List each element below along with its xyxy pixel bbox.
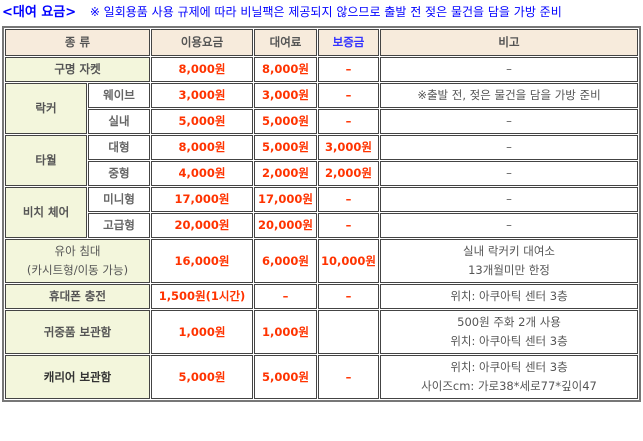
page-title: <대여 요금> — [2, 5, 77, 20]
rental-cell: 1,000원 — [254, 310, 318, 354]
note-line: 위치: 아쿠아틱 센터 3층 — [450, 334, 568, 348]
deposit-cell: – — [318, 83, 380, 108]
category-cell: 귀중품 보관함 — [5, 310, 151, 354]
fee-cell: 1,500원(1시간) — [151, 284, 254, 309]
deposit-cell: – — [318, 284, 380, 309]
table-row: 락커 웨이브 3,000원 3,000원 – ※출발 전, 젖은 물건을 담을 … — [5, 83, 638, 134]
note-line: 사이즈cm: 가로38*세로77*깊이47 — [421, 379, 597, 393]
note-cell: – — [380, 213, 638, 238]
table-row: 비치 체어 미니형 17,000원 17,000원 – – — [5, 187, 638, 238]
rental-cell: 5,000원 — [254, 109, 318, 134]
note-line: 500원 주화 2개 사용 — [457, 315, 561, 329]
rental-cell: 20,000원 — [254, 213, 318, 238]
note-cell: – — [380, 187, 638, 212]
category-detail: (카시트형/이동 가능) — [26, 263, 129, 277]
deposit-cell: 2,000원 — [318, 161, 380, 186]
note-cell: ※출발 전, 젖은 물건을 담을 가방 준비 — [380, 83, 638, 108]
header-fee: 이용요금 — [151, 29, 254, 56]
rental-cell: 5,000원 — [254, 135, 318, 160]
category-cell: 락커 — [5, 83, 87, 134]
deposit-cell: – — [318, 187, 380, 212]
fee-cell: 8,000원 — [151, 57, 254, 82]
rental-cell: 6,000원 — [254, 239, 318, 283]
rental-cell: 8,000원 — [254, 57, 318, 82]
header-rental: 대여료 — [254, 29, 318, 56]
category-cell: 유아 침대 (카시트형/이동 가능) — [5, 239, 151, 283]
note-cell: 위치: 아쿠아틱 센터 3층 — [380, 284, 638, 309]
table-row: 고급형 20,000원 20,000원 – – — [5, 213, 638, 238]
subcategory-cell: 웨이브 — [88, 83, 151, 108]
category-cell: 비치 체어 — [5, 187, 87, 238]
fee-cell: 4,000원 — [151, 161, 254, 186]
table-row: 중형 4,000원 2,000원 2,000원 – — [5, 161, 638, 186]
header-type: 종 류 — [5, 29, 151, 56]
table-row: 유아 침대 (카시트형/이동 가능) 16,000원 6,000원 10,000… — [5, 239, 638, 283]
subcategory-cell: 중형 — [88, 161, 151, 186]
table-row: 휴대폰 충전 1,500원(1시간) – – 위치: 아쿠아틱 센터 3층 — [5, 284, 638, 309]
rental-cell: 2,000원 — [254, 161, 318, 186]
category-name: 유아 침대 — [54, 244, 101, 258]
notice-text: ※ 일회용품 사용 규제에 따라 비닐팩은 제공되지 않으므로 출발 전 젖은 … — [89, 5, 562, 19]
deposit-cell: – — [318, 355, 380, 399]
header-deposit: 보증금 — [318, 29, 380, 56]
note-cell: 실내 락커키 대여소 13개월미만 한정 — [380, 239, 638, 283]
rental-fee-table: 종 류 이용요금 대여료 보증금 비고 구명 자켓 8,000원 8,000원 … — [2, 26, 641, 402]
deposit-cell: 10,000원 — [318, 239, 380, 283]
rental-cell: 17,000원 — [254, 187, 318, 212]
table-row: 캐리어 보관함 5,000원 5,000원 – 위치: 아쿠아틱 센터 3층 사… — [5, 355, 638, 399]
deposit-cell: – — [318, 109, 380, 134]
table-header: 종 류 이용요금 대여료 보증금 비고 — [5, 29, 638, 56]
note-cell: – — [380, 57, 638, 82]
rental-cell: 5,000원 — [254, 355, 318, 399]
table-row: 귀중품 보관함 1,000원 1,000원 500원 주화 2개 사용 위치: … — [5, 310, 638, 354]
note-cell: – — [380, 135, 638, 160]
fee-cell: 20,000원 — [151, 213, 254, 238]
note-line: 실내 락커키 대여소 — [463, 244, 555, 258]
category-cell: 구명 자켓 — [5, 57, 151, 82]
table-row: 타월 대형 8,000원 5,000원 3,000원 – — [5, 135, 638, 186]
category-cell: 타월 — [5, 135, 87, 186]
subcategory-cell: 실내 — [88, 109, 151, 134]
fee-cell: 17,000원 — [151, 187, 254, 212]
rental-cell: – — [254, 284, 318, 309]
note-cell: – — [380, 109, 638, 134]
deposit-cell: – — [318, 213, 380, 238]
fee-cell: 5,000원 — [151, 109, 254, 134]
subcategory-cell: 미니형 — [88, 187, 151, 212]
table-row: 실내 5,000원 5,000원 – – — [5, 109, 638, 134]
header-line: <대여 요금> ※ 일회용품 사용 규제에 따라 비닐팩은 제공되지 않으므로 … — [0, 0, 643, 27]
deposit-cell: – — [318, 57, 380, 82]
deposit-cell — [318, 310, 380, 354]
subcategory-cell: 고급형 — [88, 213, 151, 238]
category-cell: 휴대폰 충전 — [5, 284, 151, 309]
deposit-cell: 3,000원 — [318, 135, 380, 160]
fee-cell: 3,000원 — [151, 83, 254, 108]
header-note: 비고 — [380, 29, 638, 56]
note-line: 위치: 아쿠아틱 센터 3층 — [450, 360, 568, 374]
fee-cell: 5,000원 — [151, 355, 254, 399]
subcategory-cell: 대형 — [88, 135, 151, 160]
note-cell: 위치: 아쿠아틱 센터 3층 사이즈cm: 가로38*세로77*깊이47 — [380, 355, 638, 399]
rental-cell: 3,000원 — [254, 83, 318, 108]
note-line: 13개월미만 한정 — [468, 263, 550, 277]
table-row: 구명 자켓 8,000원 8,000원 – – — [5, 57, 638, 82]
fee-cell: 16,000원 — [151, 239, 254, 283]
fee-cell: 8,000원 — [151, 135, 254, 160]
note-cell: 500원 주화 2개 사용 위치: 아쿠아틱 센터 3층 — [380, 310, 638, 354]
note-cell: – — [380, 161, 638, 186]
category-cell: 캐리어 보관함 — [5, 355, 151, 399]
fee-cell: 1,000원 — [151, 310, 254, 354]
